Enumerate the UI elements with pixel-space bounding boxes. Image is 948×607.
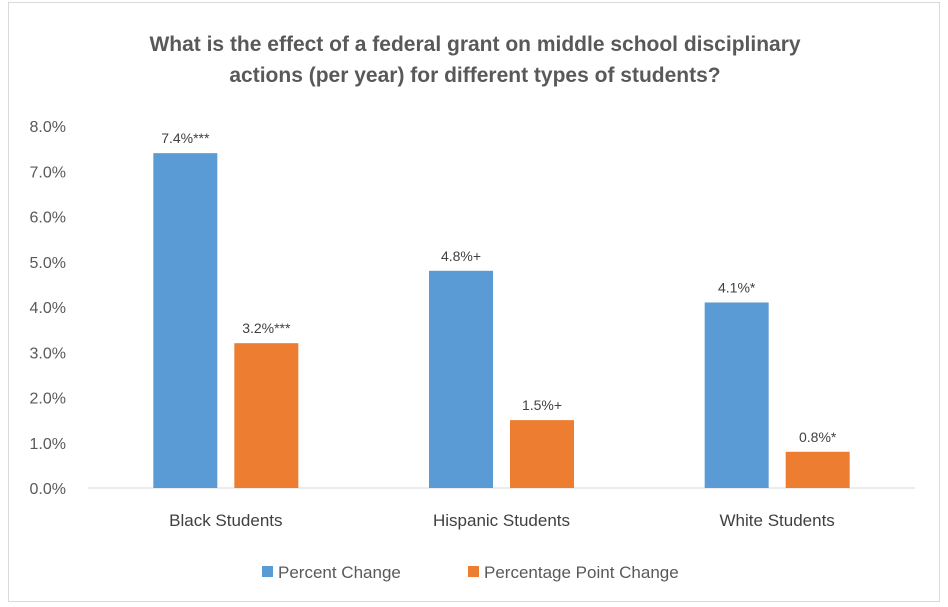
bar <box>785 451 850 488</box>
data-label: 4.8%+ <box>441 248 481 264</box>
legend-label: Percentage Point Change <box>484 563 679 582</box>
data-label: 4.1%* <box>718 279 756 295</box>
y-tick-label: 3.0% <box>30 345 66 362</box>
y-tick-label: 0.0% <box>30 481 66 498</box>
y-tick-label: 8.0% <box>30 119 66 136</box>
chart-title-line-1: What is the effect of a federal grant on… <box>149 33 801 56</box>
bar <box>429 270 493 488</box>
bar <box>153 153 218 488</box>
legend-swatch <box>468 566 479 577</box>
y-tick-label: 1.0% <box>30 436 66 453</box>
chart-title-line-2: actions (per year) for different types o… <box>229 64 721 87</box>
y-tick-label: 6.0% <box>30 210 66 227</box>
y-tick-label: 5.0% <box>30 255 66 272</box>
data-label: 3.2%*** <box>242 320 291 336</box>
y-tick-label: 7.0% <box>30 164 66 181</box>
y-tick-label: 4.0% <box>30 300 66 317</box>
x-category-label: Hispanic Students <box>433 511 570 530</box>
data-label: 1.5%+ <box>522 397 562 413</box>
y-tick-label: 2.0% <box>30 391 66 408</box>
x-category-label: White Students <box>720 511 835 530</box>
legend-label: Percent Change <box>278 563 401 582</box>
bar <box>510 420 574 488</box>
chart-title: What is the effect of a federal grant on… <box>9 29 941 91</box>
data-label: 0.8%* <box>799 429 837 445</box>
bar <box>704 302 769 488</box>
x-category-label: Black Students <box>169 511 282 530</box>
bar <box>234 343 299 488</box>
legend-swatch <box>262 566 273 577</box>
data-label: 7.4%*** <box>161 130 210 146</box>
